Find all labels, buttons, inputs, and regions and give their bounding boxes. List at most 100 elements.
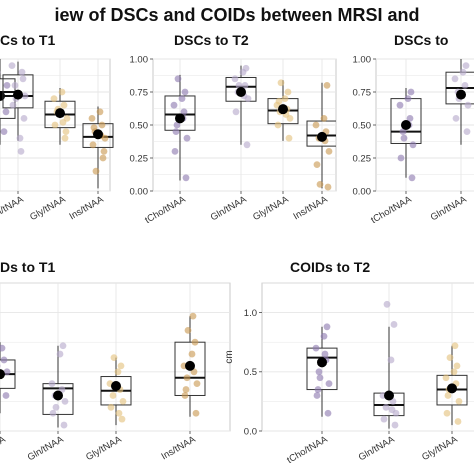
data-point bbox=[459, 68, 467, 76]
mean-marker bbox=[456, 89, 466, 100]
data-point bbox=[3, 82, 11, 89]
y-tick-label: 0.0 bbox=[244, 426, 257, 437]
data-point bbox=[314, 386, 322, 393]
data-point bbox=[0, 356, 8, 364]
data-point bbox=[325, 380, 333, 388]
data-point bbox=[110, 354, 118, 361]
data-point bbox=[232, 108, 240, 116]
data-point bbox=[383, 300, 391, 308]
data-point bbox=[107, 403, 115, 411]
figure-title: iew of DSCs and COIDs between MRSI and bbox=[54, 5, 419, 25]
data-point bbox=[48, 380, 56, 388]
x-tick-label: Gln/tNAA bbox=[26, 434, 66, 464]
data-point bbox=[173, 121, 181, 129]
data-point bbox=[191, 338, 199, 346]
panel-coid_t1: Ds to T1 tNAA Gln/tNAA Gly/tNAA Ins/tNAA bbox=[0, 259, 231, 464]
y-tick-label: 1.00 bbox=[130, 54, 149, 65]
y-tick-label: 0.50 bbox=[353, 120, 372, 131]
data-point bbox=[50, 95, 58, 102]
data-point bbox=[118, 415, 126, 423]
data-point bbox=[174, 75, 182, 83]
data-point bbox=[397, 154, 405, 162]
data-point bbox=[109, 392, 117, 399]
data-point bbox=[189, 312, 197, 320]
data-point bbox=[325, 148, 333, 155]
mean-marker bbox=[175, 113, 185, 124]
mean-marker bbox=[13, 89, 23, 100]
data-point bbox=[62, 128, 70, 136]
data-point bbox=[0, 128, 8, 136]
x-tick-label: Gly/tNAA bbox=[251, 194, 291, 223]
data-point bbox=[100, 148, 108, 155]
data-point bbox=[52, 403, 60, 411]
data-point bbox=[178, 95, 186, 102]
box-tcho-tnaa bbox=[306, 347, 338, 391]
y-tick-label: 0.25 bbox=[353, 153, 372, 164]
data-point bbox=[446, 354, 454, 361]
data-point bbox=[188, 350, 196, 358]
data-point bbox=[172, 128, 180, 136]
data-point bbox=[285, 134, 293, 142]
data-point bbox=[453, 362, 461, 370]
data-point bbox=[316, 374, 324, 382]
data-point bbox=[21, 92, 29, 100]
data-point bbox=[316, 181, 324, 188]
mean-marker bbox=[278, 104, 288, 115]
data-point bbox=[323, 323, 331, 331]
mean-marker bbox=[236, 87, 246, 97]
data-point bbox=[2, 108, 10, 116]
data-point bbox=[387, 356, 395, 364]
data-point bbox=[182, 386, 190, 393]
y-tick-label: 0.75 bbox=[130, 87, 149, 98]
data-point bbox=[409, 141, 417, 149]
data-point bbox=[451, 342, 459, 350]
panel-dsc_t1: Cs to T1 Gln/tNAA Gly/tNAA Ins/tNAA bbox=[0, 32, 114, 223]
box-gln-tnaa bbox=[225, 76, 257, 102]
data-point bbox=[61, 134, 69, 142]
x-tick-label: Gly/tNAA bbox=[420, 434, 460, 463]
data-point bbox=[324, 183, 332, 191]
x-tick-label: Gly/tNAA bbox=[28, 194, 68, 223]
data-point bbox=[408, 174, 416, 182]
data-point bbox=[323, 82, 331, 89]
data-point bbox=[3, 368, 11, 376]
data-point bbox=[61, 398, 69, 405]
panel-title: Ds to T1 bbox=[0, 259, 55, 275]
data-point bbox=[90, 124, 98, 132]
mean-marker bbox=[447, 383, 457, 394]
data-point bbox=[382, 403, 390, 411]
x-tick-label: Ins/tNAA bbox=[68, 194, 107, 223]
data-point bbox=[315, 368, 323, 376]
data-point bbox=[115, 409, 123, 417]
data-point bbox=[60, 101, 68, 109]
data-point bbox=[400, 134, 408, 142]
y-tick-label: 0.75 bbox=[353, 87, 372, 98]
mean-marker bbox=[384, 390, 394, 401]
data-point bbox=[193, 380, 201, 388]
data-point bbox=[114, 368, 122, 376]
mean-marker bbox=[317, 357, 327, 368]
data-point bbox=[454, 418, 462, 425]
data-point bbox=[388, 406, 396, 414]
data-point bbox=[192, 409, 200, 417]
data-point bbox=[396, 101, 404, 109]
data-point bbox=[404, 95, 412, 102]
data-point bbox=[461, 82, 469, 89]
data-point bbox=[275, 97, 283, 105]
data-point bbox=[9, 101, 17, 109]
mean-marker bbox=[401, 120, 411, 130]
mean-marker bbox=[93, 129, 103, 140]
x-tick-label: Gln/tNAA bbox=[209, 194, 249, 224]
data-point bbox=[182, 174, 190, 182]
y-tick-label: 1.0 bbox=[244, 308, 257, 319]
data-point bbox=[183, 134, 191, 142]
y-tick-label: 1.00 bbox=[353, 54, 372, 65]
data-point bbox=[274, 121, 282, 129]
y-tick-label: 0.25 bbox=[130, 153, 149, 164]
data-point bbox=[312, 121, 320, 129]
data-point bbox=[117, 362, 125, 370]
data-point bbox=[58, 88, 66, 96]
data-point bbox=[313, 161, 321, 169]
x-tick-label: tNAA bbox=[0, 434, 8, 455]
data-point bbox=[451, 75, 459, 83]
